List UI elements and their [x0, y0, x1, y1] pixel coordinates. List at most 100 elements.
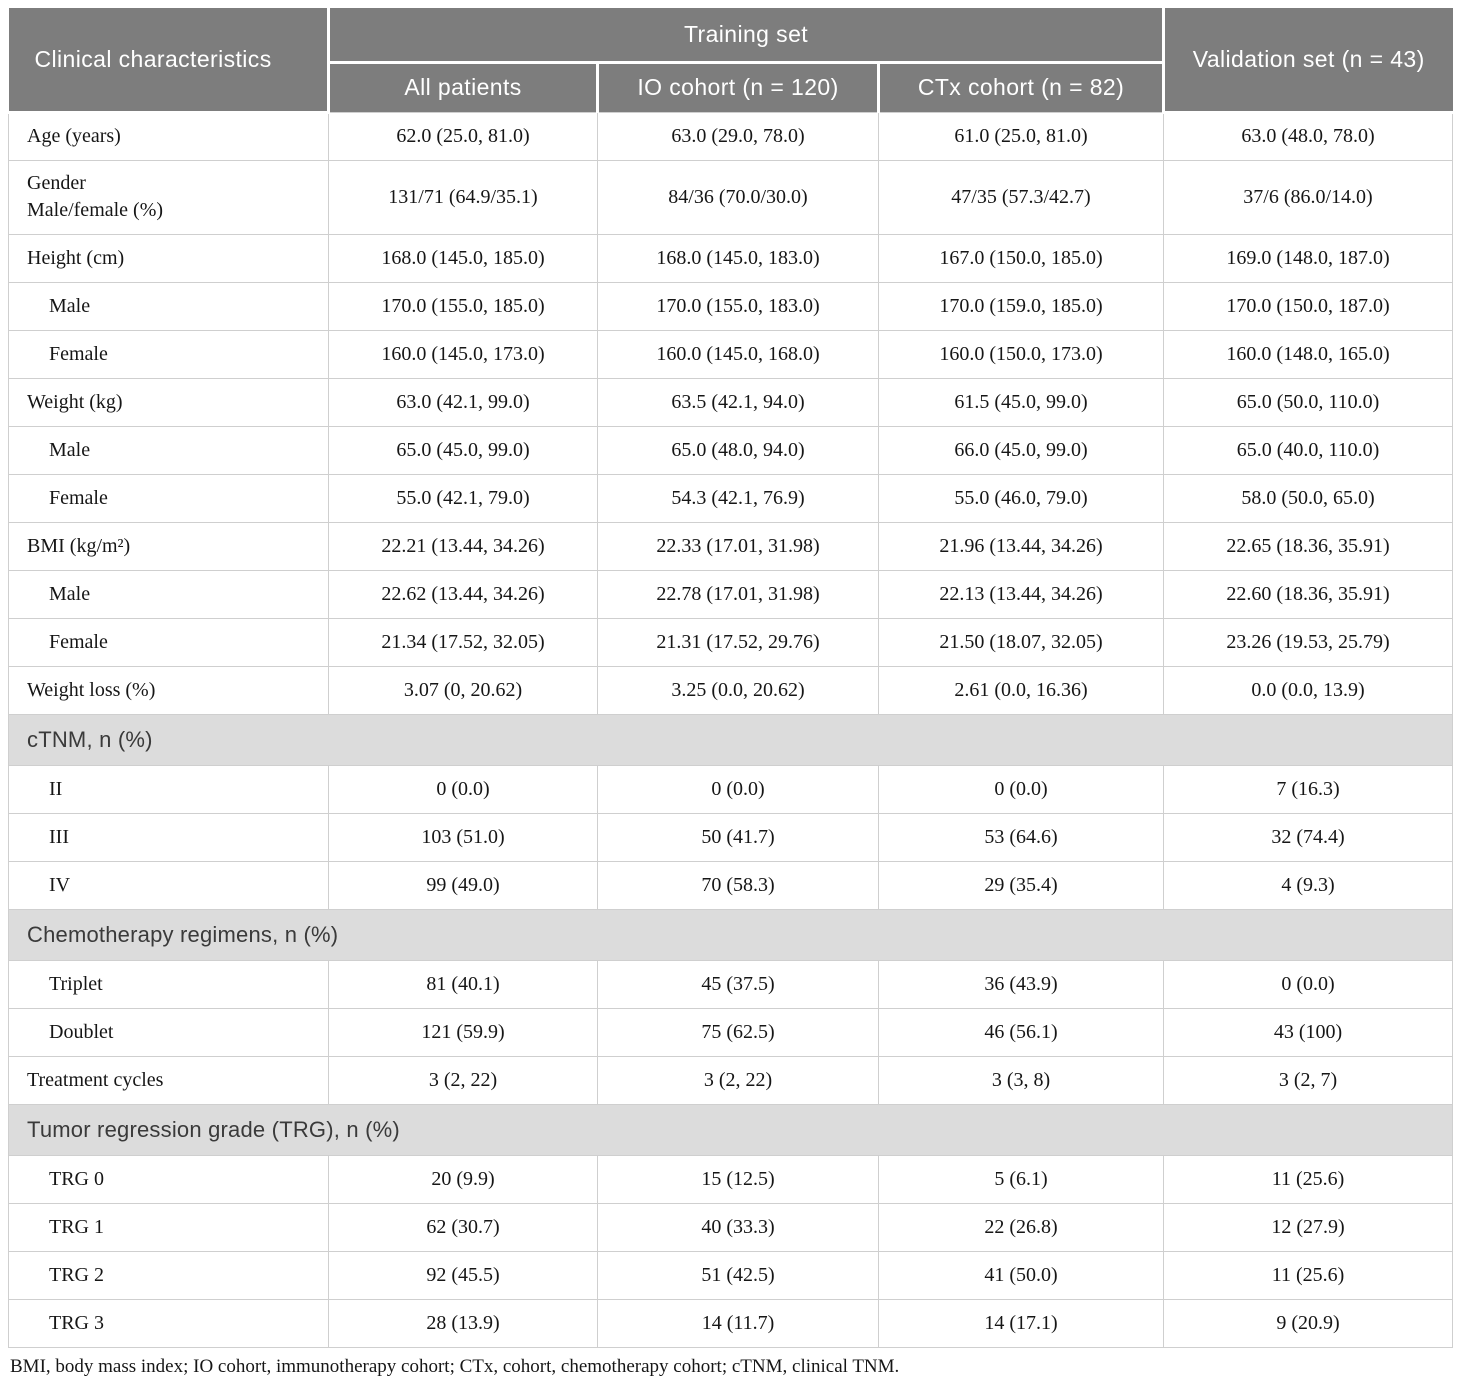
cell-value: 54.3 (42.1, 76.9)	[597, 473, 879, 523]
cell-value: 65.0 (48.0, 94.0)	[597, 425, 879, 475]
cell-value: 70 (58.3)	[597, 860, 879, 910]
cell-value: 160.0 (145.0, 173.0)	[328, 329, 598, 379]
cell-value: 53 (64.6)	[878, 812, 1164, 862]
cell-value: 58.0 (50.0, 65.0)	[1163, 473, 1453, 523]
cell-value: 22.62 (13.44, 34.26)	[328, 569, 598, 619]
table-row: TRG 3 28 (13.9) 14 (11.7) 14 (17.1) 9 (20.9)	[8, 1298, 1453, 1348]
row-label: BMI (kg/m²)	[8, 521, 329, 571]
row-label: TRG 3	[8, 1298, 329, 1348]
table-row: Male 22.62 (13.44, 34.26) 22.78 (17.01, 31…	[8, 569, 1453, 619]
cell-value: 99 (49.0)	[328, 860, 598, 910]
table-row: Weight (kg) 63.0 (42.1, 99.0) 63.5 (42.1, …	[8, 377, 1453, 427]
cell-value: 63.0 (48.0, 78.0)	[1163, 111, 1453, 161]
table-row: Male 170.0 (155.0, 185.0) 170.0 (155.0, 18…	[8, 281, 1453, 331]
cell-value: 3 (2, 22)	[597, 1055, 879, 1105]
cell-value: 32 (74.4)	[1163, 812, 1453, 862]
cell-value: 29 (35.4)	[878, 860, 1164, 910]
row-label: IV	[8, 860, 329, 910]
table-row: TRG 1 62 (30.7) 40 (33.3) 22 (26.8) 12 (27.9…	[8, 1202, 1453, 1252]
cell-value: 22.65 (18.36, 35.91)	[1163, 521, 1453, 571]
cell-value: 61.5 (45.0, 99.0)	[878, 377, 1164, 427]
cell-value: 0 (0.0)	[597, 764, 879, 814]
cell-value: 21.50 (18.07, 32.05)	[878, 617, 1164, 667]
cell-value: 22.13 (13.44, 34.26)	[878, 569, 1164, 619]
table-row: TRG 0 20 (9.9) 15 (12.5) 5 (6.1) 11 (25.6)	[8, 1154, 1453, 1204]
row-label: Age (years)	[8, 111, 329, 161]
cell-value: 160.0 (150.0, 173.0)	[878, 329, 1164, 379]
table-row: Height (cm) 168.0 (145.0, 185.0) 168.0 (14…	[8, 233, 1453, 283]
row-label: Weight (kg)	[8, 377, 329, 427]
row-label: Male	[8, 569, 329, 619]
table-row: Triplet 81 (40.1) 45 (37.5) 36 (43.9) 0 (0.0…	[8, 959, 1453, 1009]
row-label: Male	[8, 281, 329, 331]
header-clinical-characteristics: Clinical characteristics	[8, 8, 330, 114]
cell-value: 63.0 (29.0, 78.0)	[597, 111, 879, 161]
table-row: Weight loss (%) 3.07 (0, 20.62) 3.25 (0.0,…	[8, 665, 1453, 715]
cell-value: 22 (26.8)	[878, 1202, 1164, 1252]
cell-value: 11 (25.6)	[1163, 1250, 1453, 1300]
row-label: Gender Male/female (%)	[8, 159, 329, 235]
cell-value: 81 (40.1)	[328, 959, 598, 1009]
row-label: Female	[8, 329, 329, 379]
cell-value: 160.0 (145.0, 168.0)	[597, 329, 879, 379]
cell-value: 11 (25.6)	[1163, 1154, 1453, 1204]
cell-value: 12 (27.9)	[1163, 1202, 1453, 1252]
cell-value: 3 (2, 7)	[1163, 1055, 1453, 1105]
header-validation-set: Validation set (n = 43)	[1162, 8, 1453, 114]
cell-value: 14 (11.7)	[597, 1298, 879, 1348]
cell-value: 51 (42.5)	[597, 1250, 879, 1300]
table-row: Treatment cycles 3 (2, 22) 3 (2, 22) 3 (3, …	[8, 1055, 1453, 1105]
cell-value: 14 (17.1)	[878, 1298, 1164, 1348]
cell-value: 5 (6.1)	[878, 1154, 1164, 1204]
cell-value: 65.0 (40.0, 110.0)	[1163, 425, 1453, 475]
table-row: BMI (kg/m²) 22.21 (13.44, 34.26) 22.33 (17…	[8, 521, 1453, 571]
cell-value: 3 (2, 22)	[328, 1055, 598, 1105]
cell-value: 170.0 (155.0, 185.0)	[328, 281, 598, 331]
table-footnote: BMI, body mass index; IO cohort, immunot…	[10, 1356, 900, 1377]
row-label: TRG 2	[8, 1250, 329, 1300]
cell-value: 45 (37.5)	[597, 959, 879, 1009]
cell-value: 62 (30.7)	[328, 1202, 598, 1252]
cell-value: 0 (0.0)	[1163, 959, 1453, 1009]
cell-value: 65.0 (45.0, 99.0)	[328, 425, 598, 475]
cell-value: 22.33 (17.01, 31.98)	[597, 521, 879, 571]
table-row: Male 65.0 (45.0, 99.0) 65.0 (48.0, 94.0) 66…	[8, 425, 1453, 475]
cell-value: 62.0 (25.0, 81.0)	[328, 111, 598, 161]
row-label: Triplet	[8, 959, 329, 1009]
cell-value: 43 (100)	[1163, 1007, 1453, 1057]
cell-value: 170.0 (159.0, 185.0)	[878, 281, 1164, 331]
cell-value: 168.0 (145.0, 185.0)	[328, 233, 598, 283]
cell-value: 28 (13.9)	[328, 1298, 598, 1348]
cell-value: 65.0 (50.0, 110.0)	[1163, 377, 1453, 427]
cell-value: 40 (33.3)	[597, 1202, 879, 1252]
cell-value: 0.0 (0.0, 13.9)	[1163, 665, 1453, 715]
table-row: III 103 (51.0) 50 (41.7) 53 (64.6) 32 (74.4)	[8, 812, 1453, 862]
table-header: Clinical characteristics Training set Va…	[8, 8, 1453, 114]
cell-value: 9 (20.9)	[1163, 1298, 1453, 1348]
cell-value: 66.0 (45.0, 99.0)	[878, 425, 1164, 475]
row-label: Height (cm)	[8, 233, 329, 283]
header-ctx-cohort: CTx cohort (n = 82)	[877, 60, 1165, 112]
section-label: Chemotherapy regimens, n (%)	[8, 908, 1453, 961]
cell-value: 84/36 (70.0/30.0)	[597, 159, 879, 235]
cell-value: 7 (16.3)	[1163, 764, 1453, 814]
table-row: IV 99 (49.0) 70 (58.3) 29 (35.4) 4 (9.3)	[8, 860, 1453, 910]
row-label: Female	[8, 473, 329, 523]
row-label: Treatment cycles	[8, 1055, 329, 1105]
row-label: TRG 0	[8, 1154, 329, 1204]
cell-value: 36 (43.9)	[878, 959, 1164, 1009]
cell-value: 170.0 (150.0, 187.0)	[1163, 281, 1453, 331]
cell-value: 15 (12.5)	[597, 1154, 879, 1204]
table-row: Gender Male/female (%) 131/71 (64.9/35.1)…	[8, 159, 1453, 235]
row-label: Male	[8, 425, 329, 475]
section-row: Tumor regression grade (TRG), n (%)	[8, 1103, 1453, 1156]
cell-value: 169.0 (148.0, 187.0)	[1163, 233, 1453, 283]
row-label: III	[8, 812, 329, 862]
cell-value: 160.0 (148.0, 165.0)	[1163, 329, 1453, 379]
cell-value: 61.0 (25.0, 81.0)	[878, 111, 1164, 161]
cell-value: 0 (0.0)	[328, 764, 598, 814]
header-training-set: Training set	[327, 8, 1165, 64]
clinical-characteristics-table: Clinical characteristics Training set Va…	[8, 8, 1453, 1348]
cell-value: 170.0 (155.0, 183.0)	[597, 281, 879, 331]
cell-value: 167.0 (150.0, 185.0)	[878, 233, 1164, 283]
